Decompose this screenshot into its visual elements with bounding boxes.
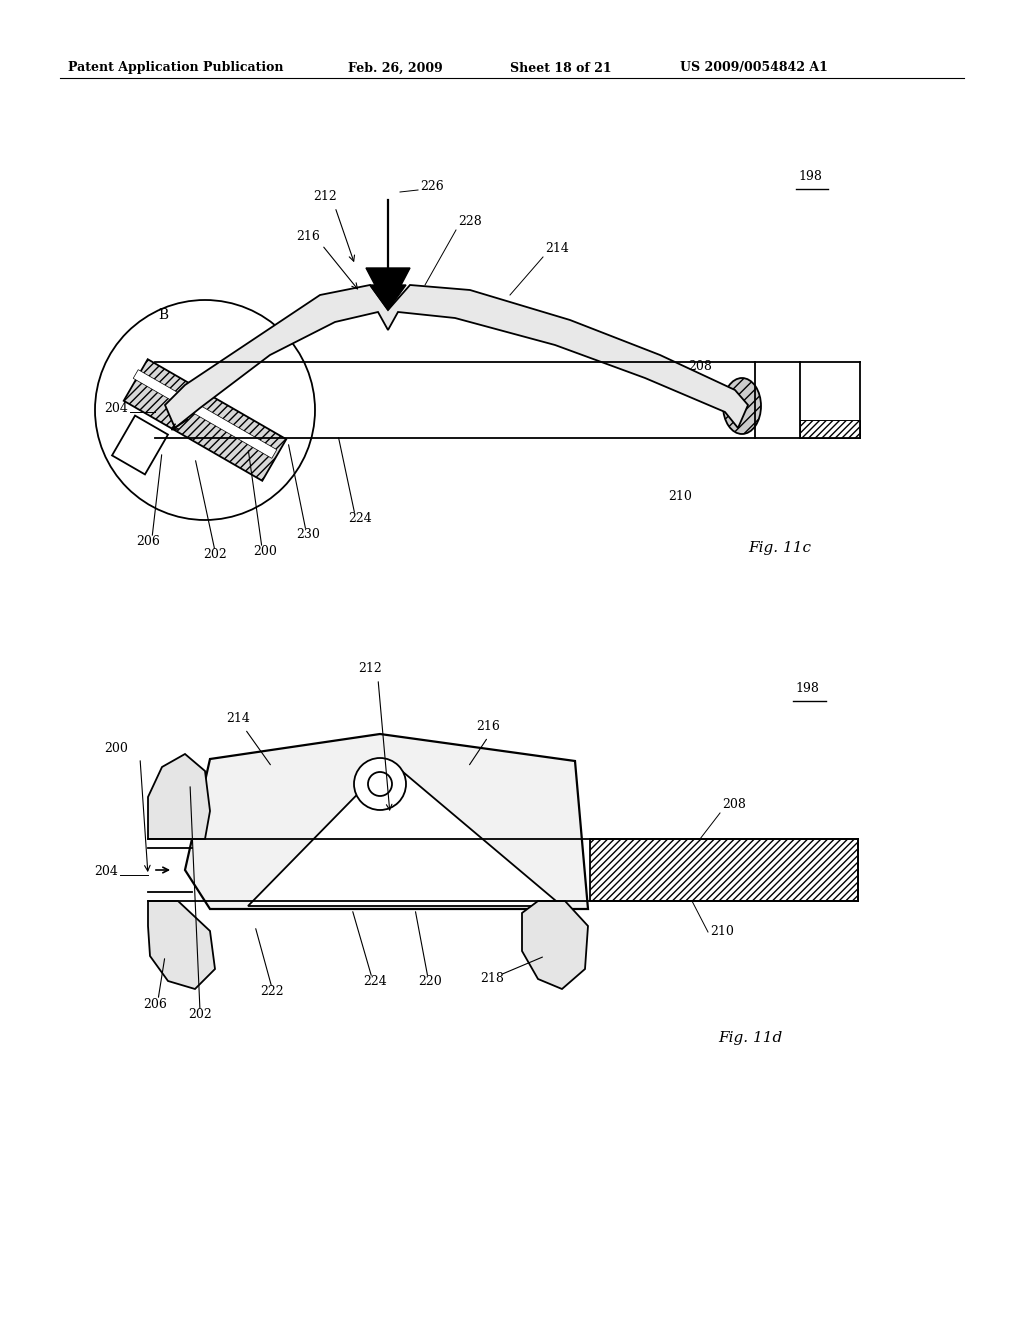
Text: 214: 214	[226, 711, 250, 725]
Polygon shape	[165, 285, 748, 428]
Text: 206: 206	[143, 998, 167, 1011]
Text: 210: 210	[668, 490, 692, 503]
Text: 202: 202	[188, 1008, 212, 1020]
Ellipse shape	[723, 378, 761, 434]
Text: 218: 218	[480, 972, 504, 985]
Text: 202: 202	[203, 548, 227, 561]
Polygon shape	[590, 840, 858, 902]
Polygon shape	[370, 285, 406, 310]
Text: Fig. 11c: Fig. 11c	[748, 541, 811, 554]
Polygon shape	[133, 370, 276, 458]
Text: 222: 222	[260, 985, 284, 998]
Text: B: B	[158, 308, 168, 322]
Polygon shape	[366, 268, 410, 310]
Text: 212: 212	[358, 663, 382, 675]
Text: 200: 200	[104, 742, 128, 755]
Text: 208: 208	[722, 799, 745, 810]
Text: 216: 216	[296, 230, 319, 243]
Text: 224: 224	[364, 975, 387, 987]
Text: 204: 204	[104, 403, 128, 414]
Text: Fig. 11d: Fig. 11d	[718, 1031, 782, 1045]
Text: 210: 210	[710, 925, 734, 939]
Ellipse shape	[518, 849, 558, 902]
Text: 200: 200	[253, 545, 276, 558]
Text: Feb. 26, 2009: Feb. 26, 2009	[348, 62, 442, 74]
Polygon shape	[112, 416, 168, 474]
Ellipse shape	[212, 851, 252, 904]
Text: Sheet 18 of 21: Sheet 18 of 21	[510, 62, 611, 74]
Text: 198: 198	[795, 682, 819, 696]
Text: 220: 220	[418, 975, 442, 987]
Text: 212: 212	[313, 190, 337, 203]
Text: 226: 226	[420, 180, 443, 193]
Polygon shape	[185, 734, 588, 909]
Polygon shape	[800, 420, 860, 438]
Text: 206: 206	[136, 535, 160, 548]
Text: 230: 230	[296, 528, 319, 541]
Text: 214: 214	[545, 242, 569, 255]
Polygon shape	[148, 902, 215, 989]
Text: 204: 204	[94, 865, 118, 878]
Polygon shape	[124, 359, 287, 480]
Text: 216: 216	[476, 719, 500, 733]
Polygon shape	[248, 762, 562, 906]
Text: US 2009/0054842 A1: US 2009/0054842 A1	[680, 62, 827, 74]
Text: 198: 198	[798, 170, 822, 183]
Text: 224: 224	[348, 512, 372, 525]
Circle shape	[354, 758, 406, 810]
Polygon shape	[148, 754, 210, 840]
Text: 228: 228	[458, 215, 481, 228]
Text: 208: 208	[688, 360, 712, 374]
Text: Patent Application Publication: Patent Application Publication	[68, 62, 284, 74]
Polygon shape	[522, 902, 588, 989]
